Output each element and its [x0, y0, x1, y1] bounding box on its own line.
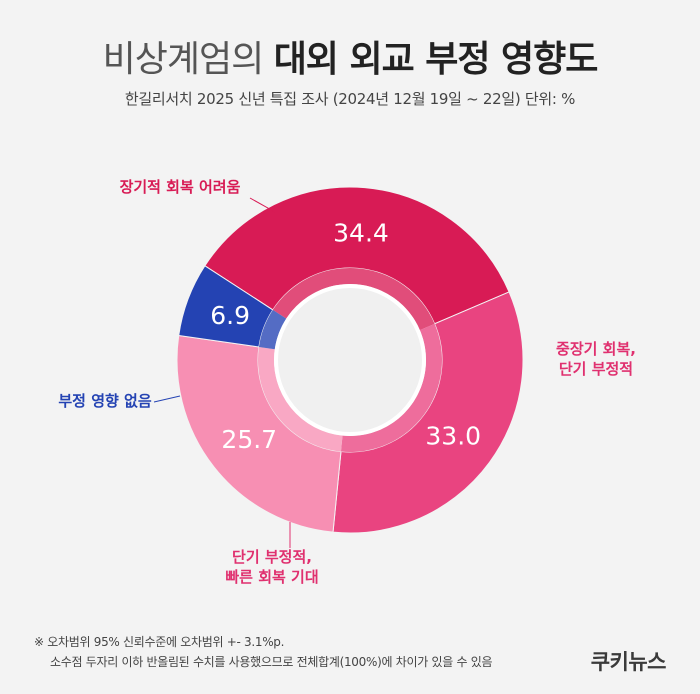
inner-ring-group: [258, 268, 442, 452]
value-label-1: 34.4: [333, 218, 389, 247]
slice-1: [204, 186, 510, 325]
value-label-4: 6.9: [210, 301, 250, 330]
category-label-2: 중장기 회복, 단기 부정적: [556, 340, 636, 378]
slice-4: [178, 265, 274, 348]
footnote: ※ 오차범위 95% 신뢰수준에 오차범위 +- 3.1%p. 소수점 두자리 …: [34, 632, 492, 672]
leader-line-4: [153, 395, 181, 403]
donut-hole: [274, 284, 426, 436]
value-label-2: 33.0: [425, 422, 481, 451]
slice-inner-ring-3: [258, 346, 343, 452]
leader-lines-group: [153, 197, 291, 548]
category-label-3: 단기 부정적, 빠른 회복 기대: [225, 548, 318, 586]
category-label-1: 장기적 회복 어려움: [120, 178, 241, 196]
value-label-3: 25.7: [221, 425, 277, 454]
slice-inner-ring-2: [340, 323, 442, 452]
leader-line-1: [249, 197, 276, 213]
slice-inner-ring-1: [272, 268, 435, 331]
footnote-line-1: ※ 오차범위 95% 신뢰수준에 오차범위 +- 3.1%p.: [34, 635, 285, 649]
chart-subtitle: 한길리서치 2025 신년 특집 조사 (2024년 12월 19일 ~ 22일…: [124, 90, 576, 108]
category-label-4: 부정 영향 없음: [58, 392, 151, 410]
slice-inner-ring-4: [258, 309, 287, 350]
title-bold: 대외 외교 부정 영향도: [273, 39, 599, 80]
value-labels-group: 34.4 33.0 25.7 6.9: [210, 218, 481, 454]
chart-title: 비상계엄의 대외 외교 부정 영향도: [0, 30, 700, 82]
title-light: 비상계엄의: [102, 39, 265, 80]
brand-logo: 쿠키뉴스: [590, 650, 667, 674]
footnote-line-2: 소수점 두자리 이하 반올림된 수치를 사용했으므로 전체합계(100%)에 차…: [50, 655, 493, 669]
